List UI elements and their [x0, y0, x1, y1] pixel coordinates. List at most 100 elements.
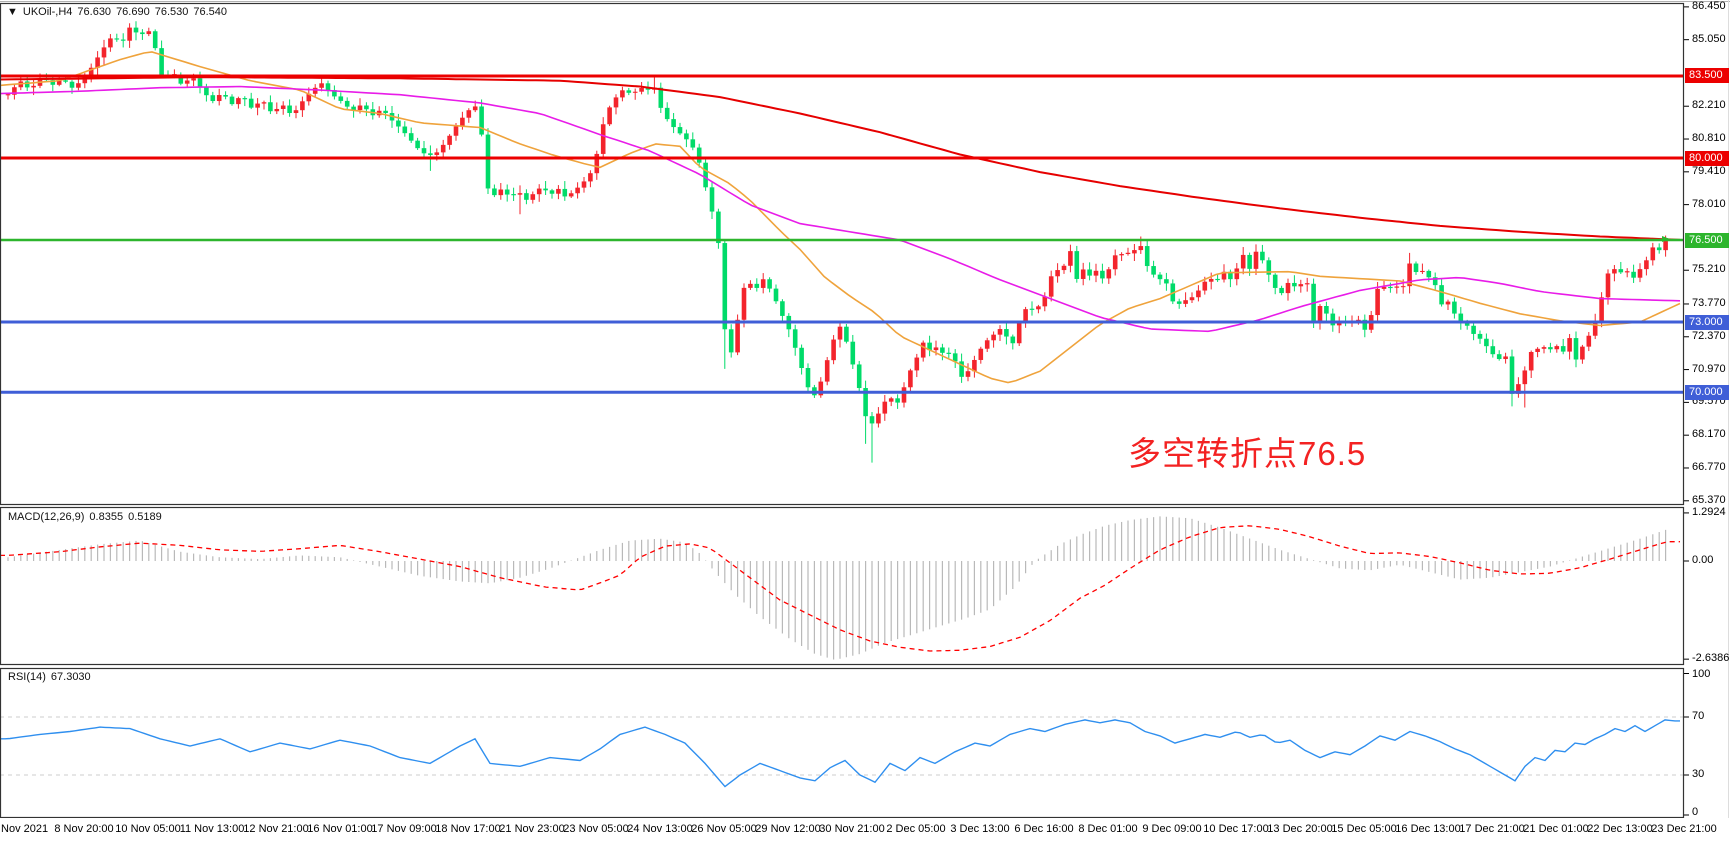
candle-body — [882, 401, 888, 414]
candle-body — [1164, 279, 1169, 284]
macd-scale-label: 1.2924 — [1692, 506, 1726, 518]
candle-body — [344, 100, 350, 107]
time-label: 3 Dec 13:00 — [950, 823, 1010, 835]
candle-body — [312, 87, 318, 94]
ohlc-low: 76.530 — [154, 6, 189, 18]
candle-body — [12, 87, 17, 95]
macd-panel[interactable] — [0, 516, 1680, 660]
symbol-dropdown-icon[interactable]: ▼ — [7, 6, 18, 18]
candle-body — [632, 91, 638, 93]
candle-body — [492, 188, 497, 196]
candle-body — [1656, 247, 1662, 251]
candle-body — [248, 98, 254, 108]
macd-signal-line — [0, 525, 1680, 652]
hline-price-badge: 80.000 — [1685, 150, 1729, 166]
main-price-panel[interactable] — [0, 21, 1684, 463]
candle-body — [1138, 246, 1144, 251]
time-label: 23 Nov 05:00 — [563, 823, 629, 835]
candle-body — [364, 105, 369, 110]
candle-body — [1362, 319, 1368, 330]
candle-body — [229, 96, 235, 105]
candle-body — [844, 326, 849, 342]
candle-body — [1560, 346, 1566, 352]
chart-annotation-text[interactable]: 多空转折点76.5 — [1128, 435, 1367, 472]
candle-body — [1112, 255, 1118, 270]
time-label: 30 Nov 21:00 — [819, 823, 885, 835]
time-label: 2 Dec 05:00 — [886, 823, 946, 835]
candle-body — [1413, 263, 1419, 273]
price-tick-label: 85.050 — [1692, 32, 1726, 45]
price-tick-label: 86.450 — [1692, 0, 1726, 12]
candle-body — [1240, 254, 1246, 269]
candle-body — [197, 78, 203, 88]
candle-body — [108, 38, 113, 48]
candle-body — [837, 326, 843, 340]
price-scale[interactable]: 86.450 85.050 82.210 80.810 79.410 78.010 75.2… — [1684, 0, 1730, 818]
candle-body — [408, 133, 414, 141]
time-label: 24 Nov 13:00 — [627, 823, 693, 835]
candle-body — [1375, 288, 1380, 316]
time-label: 16 Dec 13:00 — [1395, 823, 1461, 835]
candle-body — [274, 108, 280, 112]
candle-body — [1484, 338, 1489, 347]
candle-body — [1490, 346, 1496, 355]
candle-body — [959, 361, 964, 377]
candle-body — [50, 80, 56, 85]
candle-body — [850, 341, 856, 365]
candle-body — [1439, 285, 1444, 305]
candle-body — [1458, 313, 1464, 323]
rsi-panel[interactable] — [0, 716, 1684, 788]
candle-body — [818, 381, 824, 396]
time-label: 11 Nov 13:00 — [179, 823, 245, 835]
candle-body — [1503, 356, 1508, 360]
candle-body — [754, 283, 760, 288]
candle-body — [440, 144, 446, 153]
candle-body — [1580, 346, 1585, 360]
candle-body — [613, 97, 619, 108]
candle-body — [255, 103, 260, 108]
candle-body — [402, 126, 408, 134]
candle-body — [261, 102, 267, 104]
candle-body — [498, 189, 504, 196]
candle-body — [1599, 297, 1604, 322]
last-price-marker — [1662, 236, 1670, 242]
candle-body — [703, 162, 708, 188]
candle-body — [677, 127, 683, 134]
candle-body — [1554, 346, 1560, 350]
candle-body — [1592, 321, 1598, 336]
macd-scale-label: 0.00 — [1692, 554, 1714, 566]
price-tick-label: 72.370 — [1692, 329, 1726, 342]
time-label: 15 Dec 05:00 — [1331, 823, 1397, 835]
candle-body — [1644, 260, 1649, 270]
candle-body — [1106, 269, 1112, 279]
candle-body — [1042, 296, 1048, 307]
candle-body — [293, 110, 299, 114]
candle-body — [568, 193, 574, 197]
candle-body — [357, 105, 363, 111]
candle-body — [479, 106, 484, 135]
candle-body — [1292, 282, 1297, 287]
candle-body — [1016, 322, 1022, 344]
time-label: 8 Nov 20:00 — [54, 823, 114, 835]
rsi-name: RSI(14) — [8, 671, 46, 683]
candle-body — [709, 187, 715, 212]
candle-body — [56, 80, 62, 85]
hline-price-badge: 76.500 — [1685, 232, 1729, 248]
rsi-scale-label: 100 — [1692, 668, 1711, 680]
hline-price-badge: 73.000 — [1685, 314, 1729, 330]
candle-body — [76, 83, 81, 88]
candle-body — [1400, 286, 1406, 288]
time-label: 13 Dec 20:00 — [1267, 823, 1333, 835]
candle-body — [1004, 329, 1009, 337]
ohlc-open: 76.630 — [77, 6, 112, 18]
rsi-scale-label: 0 — [1692, 806, 1699, 818]
candle-body — [1202, 281, 1208, 291]
candle-body — [1061, 265, 1067, 271]
candle-body — [824, 360, 830, 382]
candle-body — [453, 126, 459, 136]
candle-body — [869, 416, 875, 424]
candle-body — [24, 81, 30, 88]
candle-body — [549, 190, 555, 194]
